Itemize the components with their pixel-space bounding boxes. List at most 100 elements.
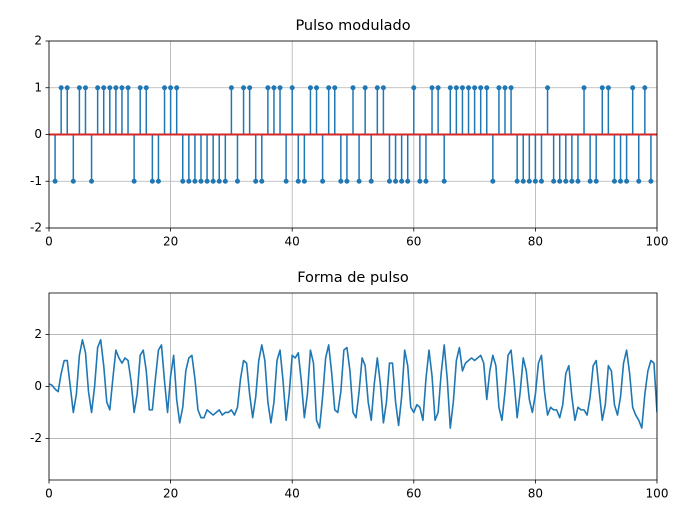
stem-marker <box>216 178 222 184</box>
stem-marker <box>119 85 125 91</box>
x-tick-label: 100 <box>646 487 669 501</box>
stem-marker <box>453 85 459 91</box>
x-tick-label: 60 <box>406 487 421 501</box>
stem-marker <box>76 85 82 91</box>
x-tick-label: 0 <box>45 487 53 501</box>
stem-marker <box>459 85 465 91</box>
stem-marker <box>520 178 526 184</box>
stem-marker <box>107 85 113 91</box>
stem-marker <box>472 85 478 91</box>
chart-title: Forma de pulso <box>297 270 409 286</box>
stem-marker <box>636 178 642 184</box>
stem-marker <box>630 85 636 91</box>
stem-marker <box>210 178 216 184</box>
stem-marker <box>82 85 88 91</box>
stem-marker <box>186 178 192 184</box>
stem-marker <box>417 178 423 184</box>
stem-marker <box>95 85 101 91</box>
stem-marker <box>247 85 253 91</box>
stem-marker <box>155 178 161 184</box>
stem-marker <box>168 85 174 91</box>
stem-marker <box>350 85 356 91</box>
stem-marker <box>496 85 502 91</box>
stem-marker <box>113 85 119 91</box>
stem-marker <box>605 85 611 91</box>
stem-marker <box>143 85 149 91</box>
stem-marker <box>429 85 435 91</box>
stem-marker <box>338 178 344 184</box>
stem-marker <box>283 178 289 184</box>
x-tick-label: 100 <box>646 235 669 249</box>
stem-marker <box>386 178 392 184</box>
x-tick-label: 20 <box>163 487 178 501</box>
stem-marker <box>295 178 301 184</box>
chart-title: Pulso modulado <box>295 18 410 34</box>
stem-marker <box>642 85 648 91</box>
stem-marker <box>137 85 143 91</box>
stem-marker <box>222 178 228 184</box>
x-tick-label: 60 <box>406 235 421 249</box>
x-tick-label: 40 <box>285 487 300 501</box>
stem-marker <box>466 85 472 91</box>
stem-marker <box>314 85 320 91</box>
stem-marker <box>611 178 617 184</box>
stem-marker <box>435 85 441 91</box>
stem-marker <box>192 178 198 184</box>
stem-marker <box>204 178 210 184</box>
stem-marker <box>538 178 544 184</box>
stem-marker <box>526 178 532 184</box>
stem-marker <box>271 85 277 91</box>
subplot: Forma de pulso 0 20 40 60 80 100 -2 0 2 <box>30 270 668 501</box>
stem-marker <box>399 178 405 184</box>
x-tick-label: 40 <box>285 235 300 249</box>
stem-marker <box>265 85 271 91</box>
stem-marker <box>478 85 484 91</box>
stem-marker <box>228 85 234 91</box>
subplot: Pulso modulado 0 20 40 60 80 100 -2 -1 0 1 2 <box>30 18 668 249</box>
stem-marker <box>368 178 374 184</box>
stem-marker <box>307 85 313 91</box>
stem-marker <box>551 178 557 184</box>
stem-marker <box>587 178 593 184</box>
stem-marker <box>174 85 180 91</box>
x-tick-label: 80 <box>528 487 543 501</box>
stem-marker <box>277 85 283 91</box>
stem-marker <box>162 85 168 91</box>
stem-marker <box>405 178 411 184</box>
axes-frame <box>48 292 658 481</box>
stem-marker <box>301 178 307 184</box>
x-tick-label: 20 <box>163 235 178 249</box>
stem-marker <box>362 85 368 91</box>
stem-marker <box>374 85 380 91</box>
stem-marker <box>411 85 417 91</box>
stem-marker <box>70 178 76 184</box>
stem-marker <box>484 85 490 91</box>
stem-marker <box>380 85 386 91</box>
stem-marker <box>569 178 575 184</box>
y-tick-label: -2 <box>30 431 42 445</box>
stem-marker <box>125 85 131 91</box>
signal-line <box>49 338 657 429</box>
stem-marker <box>52 178 58 184</box>
stem-marker <box>447 85 453 91</box>
y-tick-label: 2 <box>34 34 42 48</box>
stem-marker <box>599 85 605 91</box>
stem-marker <box>532 178 538 184</box>
stem-marker <box>545 85 551 91</box>
stem-marker <box>253 178 259 184</box>
plot-area <box>49 85 657 184</box>
stem-marker <box>514 178 520 184</box>
y-tick-label: 0 <box>34 379 42 393</box>
stem-marker <box>618 178 624 184</box>
y-tick-label: 2 <box>34 327 42 341</box>
stem-marker <box>101 85 107 91</box>
stem-marker <box>423 178 429 184</box>
stem-marker <box>149 178 155 184</box>
stem-marker <box>89 178 95 184</box>
stem-marker <box>393 178 399 184</box>
stem-marker <box>58 85 64 91</box>
axes-frame <box>48 40 658 229</box>
y-tick-label: 1 <box>34 80 42 94</box>
stem-marker <box>490 178 496 184</box>
plot-area <box>49 338 657 429</box>
